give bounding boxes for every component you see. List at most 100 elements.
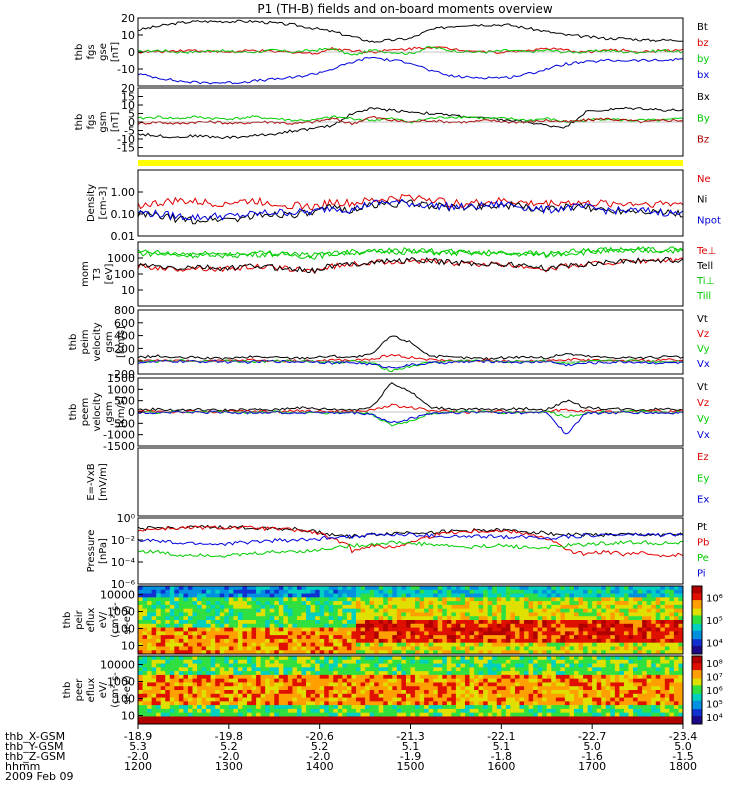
heatmap-cell xyxy=(655,705,661,710)
heatmap-cell xyxy=(174,693,180,699)
heatmap-cell xyxy=(360,604,366,610)
heatmap-cell xyxy=(528,686,534,691)
heatmap-cell xyxy=(169,671,175,676)
heatmap-cell xyxy=(655,586,661,591)
heatmap-cell xyxy=(673,646,679,651)
heatmap-cell xyxy=(201,712,207,717)
heatmap-cell xyxy=(610,589,616,595)
heatmap-cell xyxy=(415,708,421,714)
heatmap-cell xyxy=(514,678,520,683)
heatmap-cell xyxy=(178,705,184,710)
heatmap-cell xyxy=(619,701,625,706)
heatmap-cell xyxy=(483,659,489,665)
heatmap-cell xyxy=(651,693,657,699)
figure-title: P1 (TH-B) fields and on-board moments ov… xyxy=(257,2,553,16)
heatmap-cell xyxy=(533,674,539,680)
heatmap-cell xyxy=(424,663,430,668)
heatmap-cell xyxy=(310,586,316,591)
heatmap-cell xyxy=(138,690,144,695)
heatmap-cell xyxy=(306,708,312,714)
heatmap-cell xyxy=(460,601,466,606)
heatmap-cell xyxy=(315,678,321,683)
heatmap-cell xyxy=(301,659,307,665)
heatmap-cell xyxy=(673,604,679,610)
heatmap-cell xyxy=(469,708,475,714)
heatmap-cell xyxy=(356,678,362,683)
heatmap-cell xyxy=(546,663,552,668)
heatmap-cell xyxy=(569,638,575,644)
heatmap-cell xyxy=(169,646,175,651)
heatmap-cell xyxy=(487,712,493,717)
heatmap-cell xyxy=(646,716,652,721)
heatmap-cell xyxy=(537,678,543,683)
y-tick-label: 0 xyxy=(128,355,135,368)
heatmap-cell xyxy=(283,701,289,706)
heatmap-cell xyxy=(274,650,280,655)
heatmap-cell xyxy=(546,650,552,655)
heatmap-cell xyxy=(187,604,193,610)
heatmap-cell xyxy=(369,616,375,621)
heatmap-cell xyxy=(247,656,253,661)
heatmap-cell xyxy=(574,642,580,647)
heatmap-cell xyxy=(524,627,530,632)
heatmap-cell xyxy=(169,690,175,695)
heatmap-cell xyxy=(596,708,602,714)
heatmap-cell xyxy=(646,656,652,661)
heatmap-cell xyxy=(496,678,502,683)
series-line-Bt xyxy=(137,19,684,43)
heatmap-cell xyxy=(660,678,666,683)
heatmap-cell xyxy=(351,635,357,640)
heatmap-cell xyxy=(614,589,620,595)
heatmap-cell xyxy=(514,593,520,598)
heatmap-cell xyxy=(405,705,411,710)
heatmap-cell xyxy=(419,650,425,655)
heatmap-cell xyxy=(383,608,389,613)
heatmap-cell xyxy=(619,697,625,702)
heatmap-cell xyxy=(369,716,375,721)
heatmap-cell xyxy=(269,678,275,683)
legend-entry: by xyxy=(697,54,709,65)
heatmap-cell xyxy=(551,642,557,647)
heatmap-cell xyxy=(605,690,611,695)
heatmap-cell xyxy=(583,682,589,687)
heatmap-cell xyxy=(256,638,262,644)
heatmap-cell xyxy=(519,650,525,655)
heatmap-cell xyxy=(428,631,434,636)
heatmap-cell xyxy=(519,638,525,644)
heatmap-cell xyxy=(269,608,275,613)
heatmap-cell xyxy=(651,674,657,680)
heatmap-cell xyxy=(151,604,157,610)
heatmap-cell xyxy=(346,638,352,644)
heatmap-cell xyxy=(446,667,452,672)
heatmap-cell xyxy=(283,627,289,632)
heatmap-cell xyxy=(578,604,584,610)
heatmap-cell xyxy=(619,608,625,613)
heatmap-cell xyxy=(274,627,280,632)
heatmap-cell xyxy=(546,597,552,602)
heatmap-cell xyxy=(642,690,648,695)
heatmap-cell xyxy=(446,716,452,721)
heatmap-cell xyxy=(442,697,448,702)
heatmap-cell xyxy=(474,690,480,695)
heatmap-cell xyxy=(274,705,280,710)
heatmap-cell xyxy=(596,656,602,661)
heatmap-cell xyxy=(201,601,207,606)
heatmap-cell xyxy=(637,686,643,691)
heatmap-cell xyxy=(178,593,184,598)
heatmap-cell xyxy=(256,697,262,702)
heatmap-cell xyxy=(424,635,430,640)
heatmap-cell xyxy=(592,712,598,717)
heatmap-cell xyxy=(233,659,239,665)
heatmap-cell xyxy=(633,608,639,613)
heatmap-cell xyxy=(333,686,339,691)
heatmap-cell xyxy=(510,601,516,606)
heatmap-cell xyxy=(519,678,525,683)
heatmap-cell xyxy=(474,663,480,668)
heatmap-cell xyxy=(383,623,389,629)
heatmap-cell xyxy=(260,608,266,613)
heatmap-cell xyxy=(528,663,534,668)
heatmap-cell xyxy=(265,674,271,680)
heatmap-cell xyxy=(637,712,643,717)
heatmap-cell xyxy=(278,601,284,606)
heatmap-cell xyxy=(296,693,302,699)
